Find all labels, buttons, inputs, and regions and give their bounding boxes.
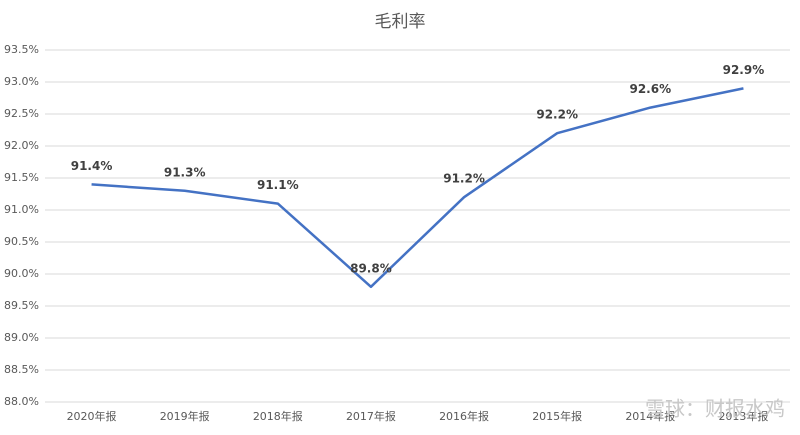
x-tick-label: 2016年报 xyxy=(439,409,489,423)
x-tick-label: 2013年报 xyxy=(718,409,768,423)
y-tick-label: 92.5% xyxy=(4,107,39,120)
y-tick-label: 90.5% xyxy=(4,235,39,248)
chart-title: 毛利率 xyxy=(375,12,426,32)
y-tick-label: 93.0% xyxy=(4,75,39,88)
y-tick-label: 88.5% xyxy=(4,363,39,376)
x-tick-label: 2018年报 xyxy=(253,409,303,423)
x-tick-label: 2019年报 xyxy=(160,409,210,423)
y-tick-label: 90.0% xyxy=(4,267,39,280)
x-tick-label: 2015年报 xyxy=(532,409,582,423)
x-tick-label: 2017年报 xyxy=(346,409,396,423)
y-tick-label: 93.5% xyxy=(4,43,39,56)
data-label: 89.8% xyxy=(350,261,392,275)
data-label: 92.6% xyxy=(629,82,671,96)
x-tick-label: 2014年报 xyxy=(625,409,675,423)
data-label: 91.1% xyxy=(257,178,299,192)
y-tick-label: 91.5% xyxy=(4,171,39,184)
data-label: 91.3% xyxy=(164,165,206,179)
data-label: 91.4% xyxy=(71,159,113,173)
y-tick-label: 89.0% xyxy=(4,331,39,344)
watermark: 雪球：财报水鸡 xyxy=(645,397,785,421)
line xyxy=(91,87,744,289)
y-tick-label: 92.0% xyxy=(4,139,39,152)
x-tick-label: 2020年报 xyxy=(67,409,117,423)
y-tick-label: 91.0% xyxy=(4,203,39,216)
y-tick-label: 88.0% xyxy=(4,395,39,408)
data-label: 91.2% xyxy=(443,172,485,186)
y-tick-label: 89.5% xyxy=(4,299,39,312)
data-label: 92.2% xyxy=(536,108,578,122)
data-label: 92.9% xyxy=(723,63,765,77)
